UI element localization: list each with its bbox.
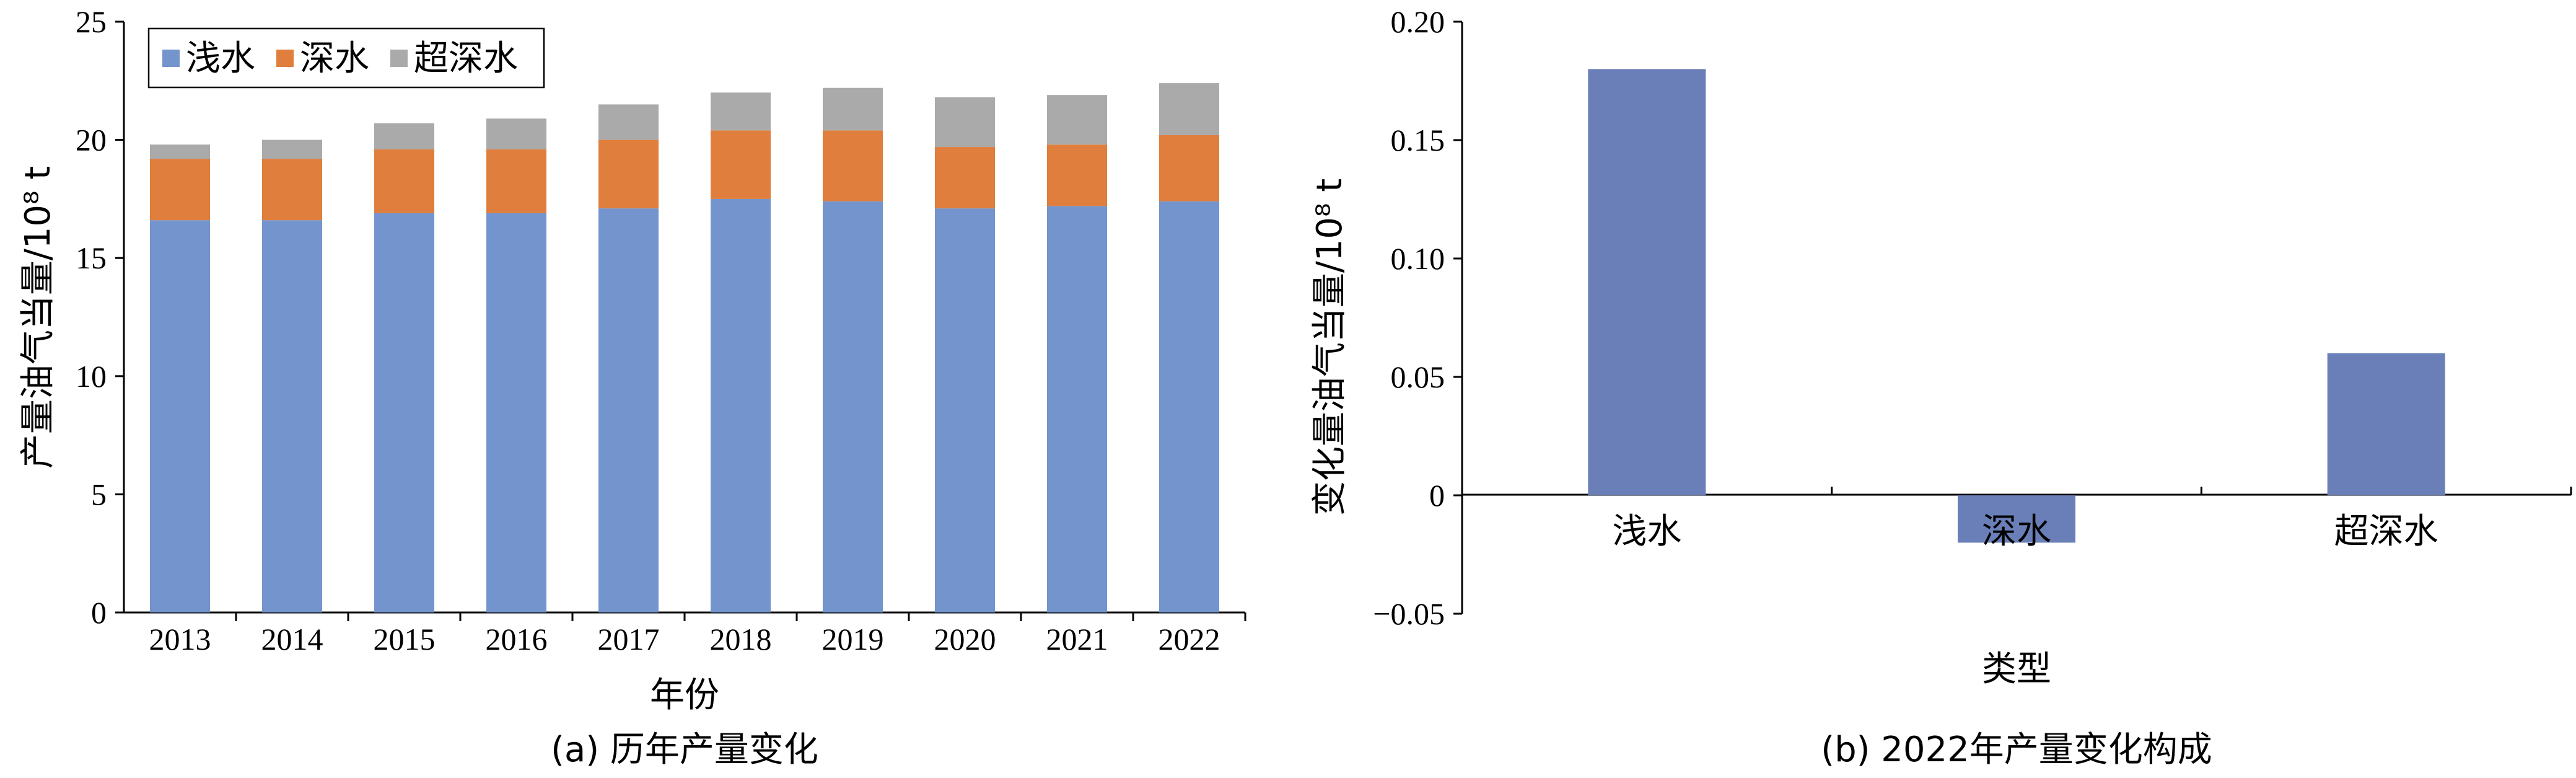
x-tick-label: 超深水 [2334, 511, 2438, 552]
bar-2020-series-1 [935, 147, 995, 209]
chart-b-x-axis-label: 类型 [1982, 649, 2051, 689]
bar-2017-series-0 [598, 208, 659, 612]
bar-2015-series-2 [374, 123, 434, 149]
legend-label-shallow: 浅水 [186, 38, 255, 79]
y-tick-label: 0.05 [1391, 360, 1445, 394]
chart-b: −0.05 0 0.05 0.10 0.15 0.20 浅水 深水 超深水 变化量油气当量/1… [1310, 4, 2572, 770]
legend-label-ultra-deep: 超深水 [414, 38, 518, 79]
chart-b-bars [1588, 69, 2445, 543]
bar-2021-series-2 [1047, 95, 1107, 145]
y-tick-label: 0 [1429, 478, 1445, 513]
chart-b-x-ticks: 浅水 深水 超深水 [1612, 487, 2572, 552]
bar-2014-series-1 [262, 159, 322, 221]
chart-a-legend: 浅水 深水 超深水 [147, 27, 545, 89]
x-tick-label: 2017 [598, 622, 660, 656]
legend-frame [147, 27, 545, 89]
x-tick-label: 浅水 [1612, 511, 1681, 552]
x-tick-label: 2021 [1046, 622, 1108, 656]
bar-2 [2327, 353, 2445, 495]
x-tick-label: 2013 [149, 622, 211, 656]
x-tick-label: 2020 [934, 622, 996, 656]
chart-a-y-ticks: 0 5 10 15 20 25 [76, 4, 124, 630]
bar-0 [1588, 69, 1706, 495]
x-tick-label: 2015 [374, 622, 436, 656]
y-tick-label: 0.20 [1391, 4, 1445, 39]
bar-2013-series-1 [150, 159, 210, 221]
x-tick-label: 2022 [1159, 622, 1220, 656]
legend-label-deep: 深水 [300, 38, 369, 79]
y-tick-label: 15 [76, 241, 107, 275]
bar-2021-series-1 [1047, 144, 1107, 206]
y-tick-label: 0 [91, 595, 107, 630]
bar-2013-series-0 [150, 220, 210, 612]
y-tick-label: 0.10 [1391, 241, 1445, 276]
bar-2014-series-0 [262, 220, 322, 612]
bar-2016-series-1 [486, 149, 546, 213]
bar-2019-series-1 [823, 130, 883, 201]
y-tick-label: 0.15 [1391, 123, 1445, 157]
bar-2019-series-0 [823, 201, 883, 612]
bar-2017-series-1 [598, 139, 659, 209]
legend-swatch-shallow [162, 50, 180, 67]
bar-2015-series-0 [374, 213, 434, 613]
legend-swatch-ultra-deep [390, 50, 408, 67]
bar-2016-series-2 [486, 118, 546, 149]
bar-1 [1958, 495, 2075, 543]
chart-a-bars [150, 83, 1219, 613]
chart-b-y-axis-label: 变化量油气当量/10⁸ t [1310, 179, 1350, 516]
y-tick-label: −0.05 [1373, 596, 1445, 631]
bar-2016-series-0 [486, 213, 546, 613]
x-tick-label: 2014 [261, 622, 323, 656]
bar-2013-series-2 [150, 144, 210, 159]
chart-b-caption: (b) 2022年产量变化构成 [1821, 730, 2212, 770]
bar-2022-series-2 [1159, 83, 1219, 135]
chart-b-y-ticks: −0.05 0 0.05 0.10 0.15 0.20 [1373, 4, 1462, 631]
x-tick-label: 2016 [486, 622, 548, 656]
chart-a-x-axis-label: 年份 [650, 675, 719, 715]
y-tick-label: 5 [91, 477, 107, 511]
bar-2017-series-2 [598, 104, 659, 140]
bar-2014-series-2 [262, 139, 322, 159]
x-tick-label: 深水 [1982, 511, 2051, 552]
bar-2019-series-2 [823, 87, 883, 131]
chart-a-x-ticks: 2013 2014 2015 2016 2017 2018 2019 2020 2021 2022 [149, 612, 1246, 656]
y-tick-label: 25 [76, 4, 107, 39]
bar-2015-series-1 [374, 149, 434, 213]
bar-2020-series-0 [935, 208, 995, 612]
chart-a-caption: (a) 历年产量变化 [551, 730, 818, 770]
legend-swatch-deep [276, 50, 294, 67]
bar-2018-series-0 [711, 198, 771, 612]
x-tick-label: 2019 [822, 622, 884, 656]
bar-2022-series-0 [1159, 201, 1219, 612]
bar-2020-series-2 [935, 97, 995, 148]
bar-2018-series-2 [711, 92, 771, 131]
chart-a-y-axis-label: 产量油气当量/10⁸ t [18, 166, 58, 469]
x-tick-label: 2018 [710, 622, 772, 656]
y-tick-label: 10 [76, 359, 107, 394]
bar-2022-series-1 [1159, 135, 1219, 201]
y-tick-label: 20 [76, 123, 107, 157]
bar-2018-series-1 [711, 130, 771, 199]
bar-2021-series-0 [1047, 206, 1107, 612]
